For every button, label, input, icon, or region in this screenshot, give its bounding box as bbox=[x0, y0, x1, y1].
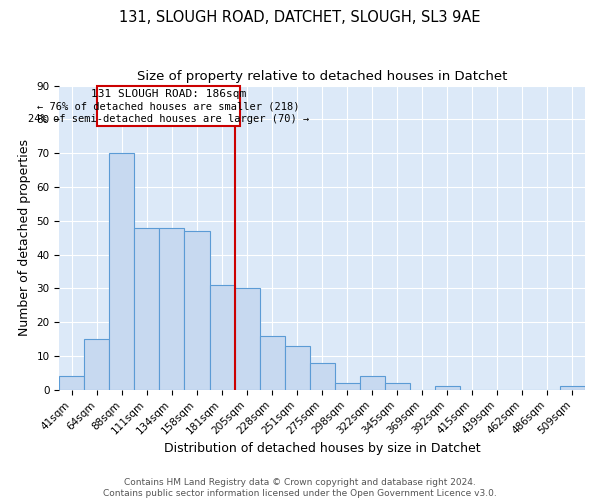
Bar bbox=[160, 228, 184, 390]
Bar bbox=[284, 346, 310, 390]
Bar bbox=[435, 386, 460, 390]
Bar bbox=[85, 339, 109, 390]
Bar bbox=[235, 288, 260, 390]
FancyBboxPatch shape bbox=[97, 86, 239, 126]
Text: Contains HM Land Registry data © Crown copyright and database right 2024.
Contai: Contains HM Land Registry data © Crown c… bbox=[103, 478, 497, 498]
Title: Size of property relative to detached houses in Datchet: Size of property relative to detached ho… bbox=[137, 70, 508, 83]
Y-axis label: Number of detached properties: Number of detached properties bbox=[18, 139, 31, 336]
Bar bbox=[335, 383, 360, 390]
Bar bbox=[134, 228, 160, 390]
Bar bbox=[260, 336, 284, 390]
X-axis label: Distribution of detached houses by size in Datchet: Distribution of detached houses by size … bbox=[164, 442, 481, 455]
Bar bbox=[310, 363, 335, 390]
Bar bbox=[184, 231, 209, 390]
Bar bbox=[560, 386, 585, 390]
Bar bbox=[59, 376, 85, 390]
Text: ← 76% of detached houses are smaller (218): ← 76% of detached houses are smaller (21… bbox=[37, 102, 299, 112]
Text: 24% of semi-detached houses are larger (70) →: 24% of semi-detached houses are larger (… bbox=[28, 114, 309, 124]
Text: 131, SLOUGH ROAD, DATCHET, SLOUGH, SL3 9AE: 131, SLOUGH ROAD, DATCHET, SLOUGH, SL3 9… bbox=[119, 10, 481, 25]
Bar bbox=[109, 153, 134, 390]
Bar bbox=[385, 383, 410, 390]
Bar bbox=[209, 285, 235, 390]
Bar bbox=[360, 376, 385, 390]
Text: 131 SLOUGH ROAD: 186sqm: 131 SLOUGH ROAD: 186sqm bbox=[91, 88, 246, 99]
